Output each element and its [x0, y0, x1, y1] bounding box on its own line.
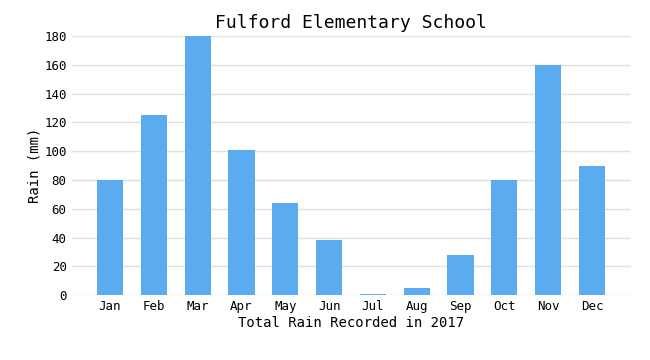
Title: Fulford Elementary School: Fulford Elementary School [215, 14, 487, 32]
X-axis label: Total Rain Recorded in 2017: Total Rain Recorded in 2017 [238, 316, 464, 330]
Y-axis label: Rain (mm): Rain (mm) [27, 128, 42, 203]
Bar [228, 150, 255, 295]
Bar [97, 180, 124, 295]
Bar [535, 65, 562, 295]
Bar [447, 255, 474, 295]
Bar [272, 203, 298, 295]
Bar [404, 288, 430, 295]
Bar [185, 36, 211, 295]
Bar [578, 166, 605, 295]
Bar [491, 180, 517, 295]
Bar [316, 240, 343, 295]
Bar [359, 294, 386, 295]
Bar [140, 115, 167, 295]
